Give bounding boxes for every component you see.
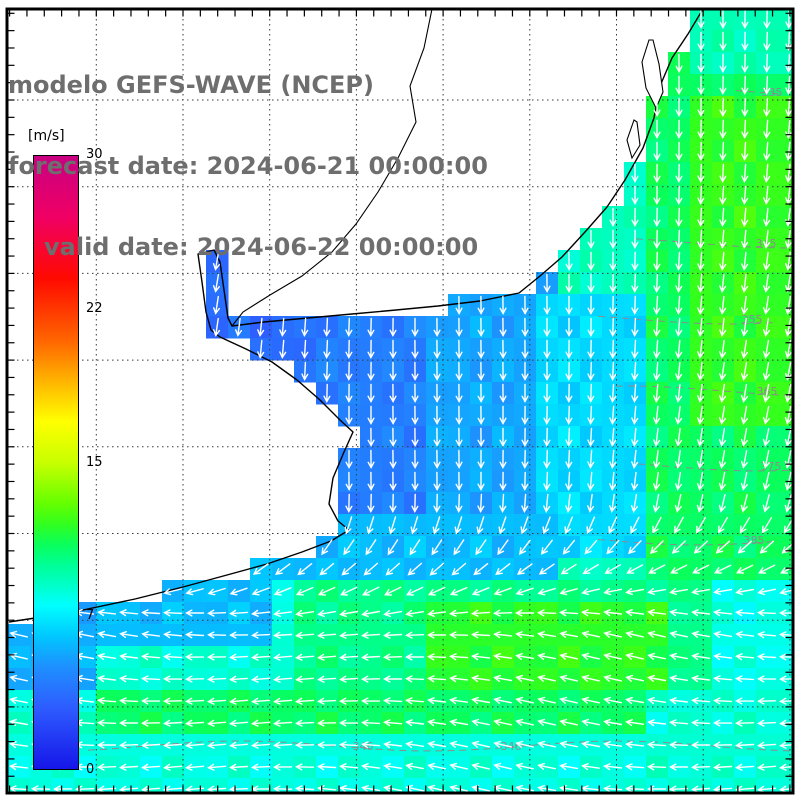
lagoon-outline (641, 39, 664, 110)
coastline-layer (8, 9, 704, 623)
colorbar: [m/s] 30 22 15 7 0 (26, 128, 138, 790)
contour-label: 346 (353, 740, 374, 753)
lagoon-outline (626, 119, 641, 160)
valid-date-label: valid date: 2024-06-22 00:00:00 (44, 233, 479, 261)
contour-label: 355 (742, 313, 763, 326)
map-frame (5, 7, 795, 795)
model-title: modelo GEFS-WAVE (NCEP) (8, 71, 374, 99)
title-block: modelo GEFS-WAVE (NCEP) forecast date: 2… (8, 18, 488, 315)
coastline (8, 9, 704, 623)
colorbar-tick-label: 30 (86, 147, 103, 162)
wind-arrows (9, 9, 793, 793)
colorbar-tick-label: 22 (86, 300, 103, 316)
grid-lines (7, 9, 793, 793)
colorbar-gradient (33, 155, 79, 770)
colorbar-tick-label: 15 (86, 454, 103, 470)
colorbar-unit-label: [m/s] (28, 128, 65, 144)
colorbar-tick-label: 0 (86, 762, 95, 777)
colorbar-tick-label: 7 (86, 608, 95, 624)
forecast-date-label: forecast date: 2024-06-21 00:00:00 (8, 152, 488, 180)
river-line (231, 9, 433, 327)
